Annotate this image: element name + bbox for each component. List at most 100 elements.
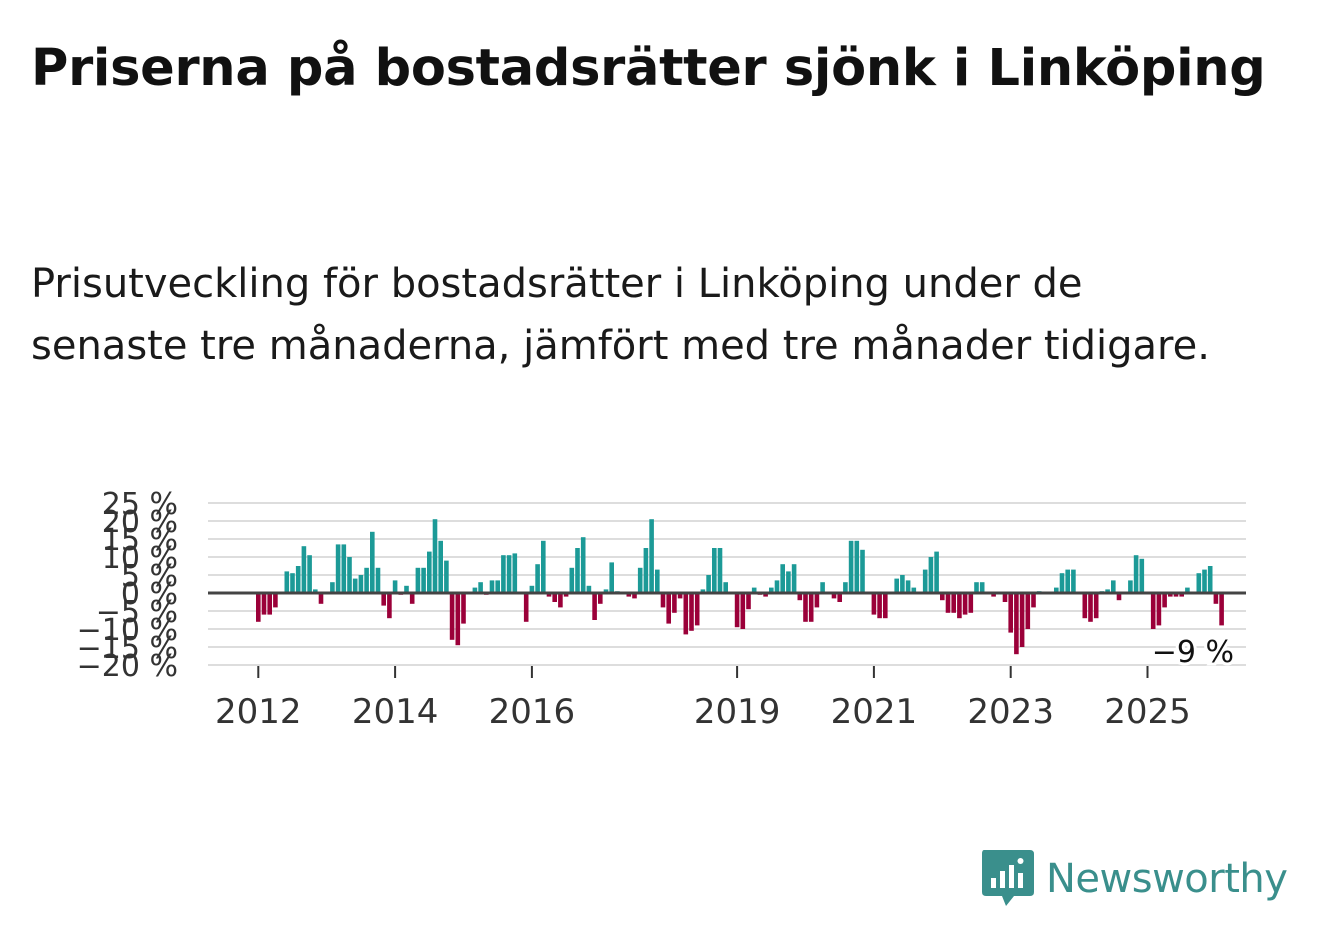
y-axis-ticks: 25 %20 %15 %10 %5 %0 %−5 %−10 %−15 %−20 … [77, 487, 178, 684]
bar [637, 567, 643, 593]
bar [558, 593, 563, 608]
bar [991, 593, 996, 597]
bar [535, 564, 540, 593]
bar [404, 585, 409, 593]
bar [1014, 593, 1019, 655]
bar [529, 585, 535, 593]
bar [444, 560, 449, 593]
newsworthy-logo-icon [982, 850, 1034, 906]
bar [951, 593, 956, 613]
bar [552, 593, 557, 602]
brand: Newsworthy [980, 848, 1288, 910]
bar [313, 589, 318, 593]
y-tick-label: −10 % [77, 613, 178, 648]
bar [506, 555, 512, 593]
bar [318, 593, 324, 604]
bar [432, 519, 438, 593]
bar [341, 544, 347, 593]
bar [660, 593, 666, 608]
bar [1082, 593, 1088, 619]
bar [677, 593, 683, 599]
bar [860, 549, 865, 593]
bar [854, 540, 860, 593]
bar [780, 564, 785, 593]
bar [1168, 593, 1173, 597]
bar [307, 555, 312, 593]
x-tick-label: 2019 [694, 692, 781, 730]
bar [808, 593, 814, 622]
bar [1031, 593, 1036, 608]
y-tick-label: 20 % [102, 505, 178, 540]
bar [746, 593, 751, 610]
bar [523, 593, 529, 622]
bar [580, 537, 586, 593]
bar [352, 578, 358, 593]
bar [837, 593, 842, 602]
bar [979, 582, 985, 593]
x-tick-label: 2021 [831, 692, 918, 730]
last-value-label: −9 % [1152, 635, 1234, 670]
last-value-annotation: −9 % [1149, 632, 1237, 673]
bar [449, 593, 455, 640]
bar [358, 575, 364, 593]
bar [284, 571, 290, 593]
bar [415, 567, 421, 593]
x-tick-label: 2016 [489, 692, 576, 730]
bar [774, 580, 780, 593]
bar [563, 593, 569, 597]
bar [968, 593, 974, 613]
bar [1202, 569, 1207, 593]
bar [922, 569, 928, 593]
bar [301, 546, 307, 593]
bar [1105, 589, 1110, 593]
bar [1128, 580, 1133, 593]
bar [769, 587, 774, 593]
bar [1065, 569, 1070, 593]
bar [700, 589, 706, 593]
bar [962, 593, 968, 615]
bar [905, 580, 911, 593]
bar [814, 593, 820, 608]
bar [1116, 593, 1122, 601]
bar [381, 593, 386, 606]
bar [1088, 593, 1093, 622]
bar [831, 593, 837, 599]
x-tick-label: 2025 [1104, 692, 1191, 730]
bar [330, 582, 335, 593]
y-tick-label: 15 % [102, 523, 178, 558]
y-tick-label: −5 % [96, 595, 178, 630]
y-tick-label: 0 % [121, 577, 178, 612]
bar [370, 531, 375, 593]
bar [877, 593, 882, 619]
bar [717, 548, 723, 593]
bar [455, 593, 461, 646]
x-tick-label: 2014 [352, 692, 439, 730]
bar [546, 593, 552, 597]
bar [478, 582, 483, 593]
bar [592, 593, 597, 620]
x-tick-label: 2012 [215, 692, 302, 730]
bar [495, 580, 500, 593]
y-tick-label: 25 % [102, 487, 178, 522]
bar [928, 557, 934, 593]
bar [501, 555, 506, 593]
bar [1133, 555, 1139, 593]
bar [706, 575, 711, 593]
bar [763, 593, 768, 597]
bar [427, 551, 432, 593]
bar [541, 540, 546, 593]
bar [797, 593, 803, 601]
brand-name: Newsworthy [1046, 856, 1288, 902]
bar [626, 593, 632, 597]
x-tick-label: 2023 [967, 692, 1054, 730]
bar [712, 548, 717, 593]
bar [900, 575, 905, 593]
bar [894, 578, 899, 593]
bar [723, 582, 728, 593]
bar [392, 580, 398, 593]
bar [1179, 593, 1184, 597]
bar [1207, 566, 1213, 593]
bar [1025, 593, 1031, 629]
bar [751, 587, 757, 593]
bar [575, 548, 580, 593]
